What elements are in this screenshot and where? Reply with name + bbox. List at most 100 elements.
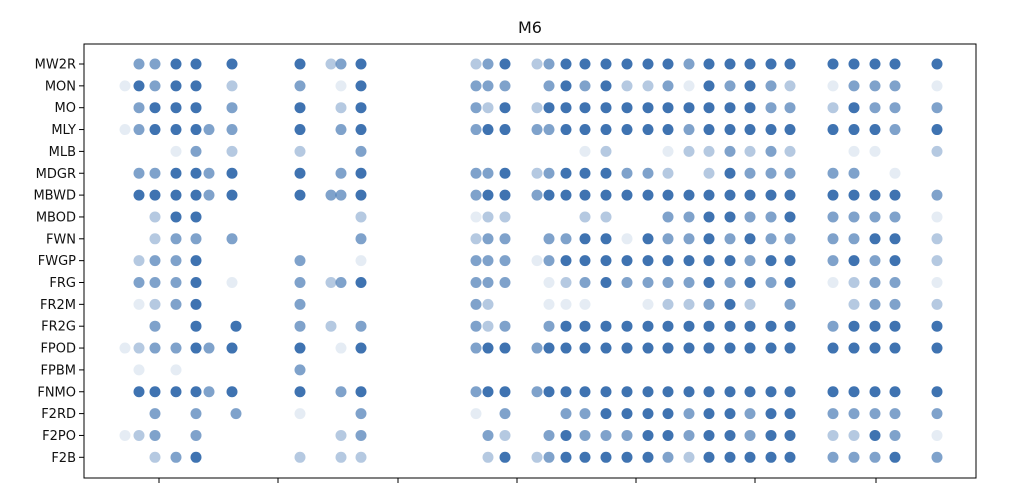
data-point [600,58,612,70]
data-point [765,342,777,354]
data-point [724,80,736,92]
data-point [784,189,796,201]
data-point [784,451,796,463]
x-axis [158,478,877,483]
data-point [170,386,182,398]
data-point [149,342,161,354]
data-point [642,80,654,92]
data-point [470,298,482,310]
data-point [744,320,756,332]
data-point [579,124,591,136]
data-point [470,58,482,70]
data-point [543,80,555,92]
data-point [470,277,482,288]
data-point [827,429,839,441]
data-point [543,277,555,288]
data-point [560,233,572,245]
data-point [869,320,881,332]
data-point [724,58,736,70]
data-point [294,451,306,463]
data-point [560,408,572,420]
data-point [294,102,306,114]
data-point [848,102,860,114]
data-point [190,124,202,136]
data-point [642,408,654,420]
data-point [149,408,161,420]
data-point [560,451,572,463]
data-point [600,211,612,223]
data-point [543,298,555,310]
data-point [560,277,572,288]
data-point [600,145,612,157]
data-point [765,277,777,288]
data-point [482,189,494,201]
data-point [499,451,511,463]
data-point [543,167,555,179]
data-point [621,451,633,463]
data-point [531,58,543,70]
data-point [848,80,860,92]
data-point [744,342,756,354]
y-tick-label: FPOD [40,342,76,357]
data-point [470,211,482,223]
data-point [784,277,796,288]
data-point [931,58,943,70]
data-point [724,451,736,463]
data-point [294,145,306,157]
data-point [662,342,674,354]
data-point [482,429,494,441]
data-point [827,80,839,92]
data-point [294,277,306,288]
data-point [470,189,482,201]
data-point [190,58,202,70]
data-point [600,342,612,354]
data-point [744,233,756,245]
data-point [662,145,674,157]
data-point [765,124,777,136]
data-point [765,386,777,398]
data-point [560,429,572,441]
data-point [579,167,591,179]
data-point [294,298,306,310]
data-point [335,80,347,92]
data-point [543,58,555,70]
data-point [531,342,543,354]
data-point [600,386,612,398]
data-point [931,124,943,136]
y-tick-label: FR2G [41,320,76,335]
data-point [579,102,591,114]
data-point [226,124,238,136]
data-point [621,58,633,70]
data-point [226,233,238,245]
data-point [190,429,202,441]
data-point [543,233,555,245]
data-point [149,80,161,92]
data-point [703,320,715,332]
data-point [149,102,161,114]
data-point [482,298,494,310]
data-point [724,189,736,201]
data-point [499,342,511,354]
data-point [600,102,612,114]
data-point [149,124,161,136]
data-point [482,342,494,354]
data-point [869,255,881,267]
data-point [335,167,347,179]
data-point [190,211,202,223]
data-point [889,342,901,354]
data-point [765,102,777,114]
data-point [226,167,238,179]
data-point [230,320,242,332]
data-point [470,320,482,332]
data-point [335,124,347,136]
data-point [170,364,182,376]
data-point [170,255,182,267]
data-point [335,102,347,114]
data-point [827,342,839,354]
data-point [543,451,555,463]
data-point [325,58,337,70]
data-point [600,189,612,201]
data-point [869,298,881,310]
data-point [355,255,367,267]
